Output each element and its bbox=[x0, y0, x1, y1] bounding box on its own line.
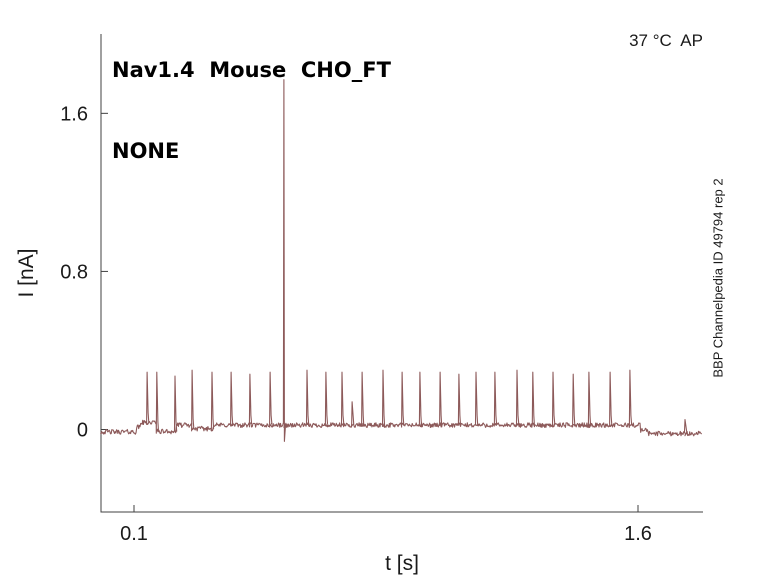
condition-annotation: 37 °C AP bbox=[629, 31, 703, 50]
y-tick-label: 0.8 bbox=[60, 261, 88, 283]
chart-title-line2: NONE bbox=[112, 139, 180, 163]
y-tick-label: 1.6 bbox=[60, 103, 88, 125]
chart-title: Nav1.4 Mouse CHO_FT NONE bbox=[112, 3, 391, 219]
y-tick-label: 0 bbox=[77, 420, 88, 442]
current-trace bbox=[99, 79, 702, 442]
chart-title-line1: Nav1.4 Mouse CHO_FT bbox=[112, 58, 391, 82]
x-axis-label: t [s] bbox=[385, 552, 419, 575]
x-tick-label: 0.1 bbox=[120, 523, 148, 545]
x-tick-label: 1.6 bbox=[624, 523, 652, 545]
axis-spines bbox=[100, 34, 703, 513]
